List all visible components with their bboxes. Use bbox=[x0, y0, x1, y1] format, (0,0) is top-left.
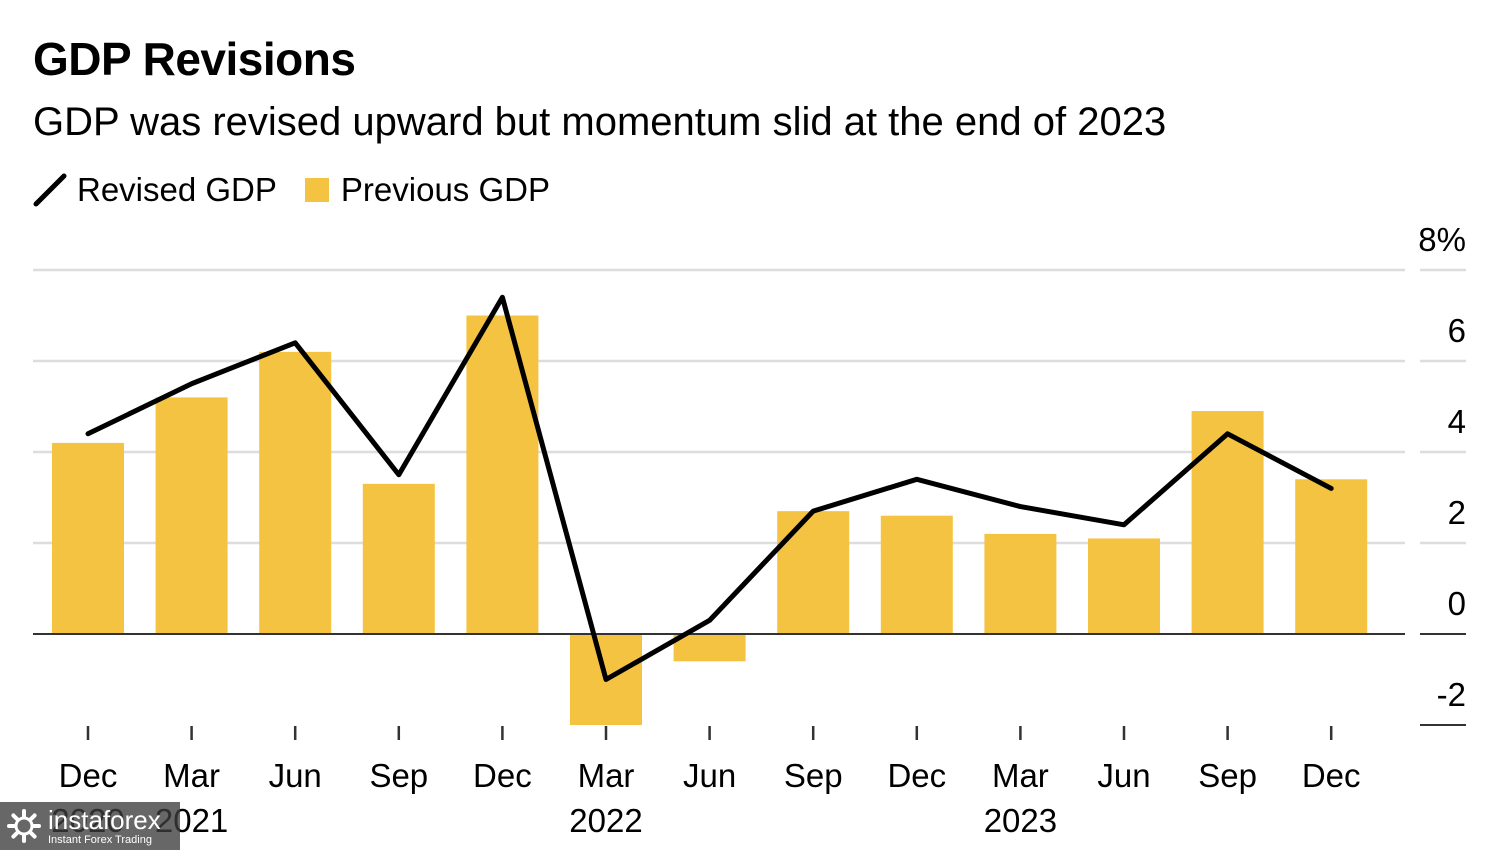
chart-subtitle: GDP was revised upward but momentum slid… bbox=[33, 100, 1167, 144]
bar bbox=[777, 511, 850, 634]
line-point bbox=[916, 478, 918, 480]
y-tick-label: 8% bbox=[1418, 221, 1466, 258]
x-tick-label: Mar bbox=[163, 757, 220, 794]
line-point bbox=[812, 510, 814, 512]
legend-label-revised: Revised GDP bbox=[77, 171, 277, 208]
x-tick-label: Jun bbox=[1097, 757, 1150, 794]
bar bbox=[259, 351, 332, 634]
instaforex-logo-icon bbox=[7, 809, 41, 843]
watermark-tagline: Instant Forex Trading bbox=[48, 833, 152, 846]
bar bbox=[673, 634, 746, 662]
line-point bbox=[191, 383, 193, 385]
bar-series-swatch-icon bbox=[304, 178, 329, 202]
line-point bbox=[1227, 433, 1229, 435]
x-year-label: 2023 bbox=[984, 802, 1057, 839]
legend-label-previous: Previous GDP bbox=[340, 171, 550, 208]
watermark: instaforex Instant Forex Trading bbox=[0, 802, 180, 850]
legend-item-revised: Revised GDP bbox=[33, 171, 277, 209]
line-point bbox=[501, 296, 503, 298]
x-tick-label: Sep bbox=[369, 757, 428, 794]
x-tick-label: Sep bbox=[784, 757, 843, 794]
x-tick-label: Dec bbox=[59, 757, 118, 794]
x-tick-label: Jun bbox=[683, 757, 736, 794]
x-year-label: 2022 bbox=[569, 802, 642, 839]
chart-title: GDP Revisions bbox=[33, 33, 356, 85]
legend: Revised GDP Previous GDP bbox=[33, 168, 578, 212]
line-point bbox=[294, 342, 296, 344]
x-tick-label: Jun bbox=[269, 757, 322, 794]
y-tick-label: 0 bbox=[1448, 585, 1466, 622]
bar bbox=[466, 315, 539, 634]
x-tick-label: Dec bbox=[473, 757, 532, 794]
bar bbox=[362, 483, 435, 634]
x-tick-label: Sep bbox=[1198, 757, 1257, 794]
bar bbox=[155, 397, 228, 634]
x-tick-label: Dec bbox=[887, 757, 946, 794]
x-tick-label: Mar bbox=[578, 757, 635, 794]
watermark-brand: instaforex bbox=[48, 804, 161, 835]
line-series-icon bbox=[33, 173, 67, 207]
bar bbox=[52, 442, 124, 634]
y-tick-label: 4 bbox=[1448, 403, 1466, 440]
line-point bbox=[87, 433, 89, 435]
y-tick-label: -2 bbox=[1437, 676, 1466, 713]
line-point bbox=[1123, 524, 1125, 526]
line-point bbox=[398, 474, 400, 476]
y-tick-label: 6 bbox=[1448, 312, 1466, 349]
bar bbox=[880, 515, 953, 634]
bar bbox=[1295, 479, 1368, 634]
line-point bbox=[709, 619, 711, 621]
line-point bbox=[1330, 487, 1332, 489]
line-point bbox=[605, 679, 607, 680]
bar bbox=[984, 533, 1057, 634]
line-point bbox=[1019, 506, 1021, 508]
y-tick-label: 2 bbox=[1448, 494, 1466, 531]
bar bbox=[1088, 538, 1160, 634]
legend-item-previous: Previous GDP bbox=[304, 171, 550, 209]
x-tick-label: Mar bbox=[992, 757, 1049, 794]
x-tick-label: Dec bbox=[1302, 757, 1361, 794]
